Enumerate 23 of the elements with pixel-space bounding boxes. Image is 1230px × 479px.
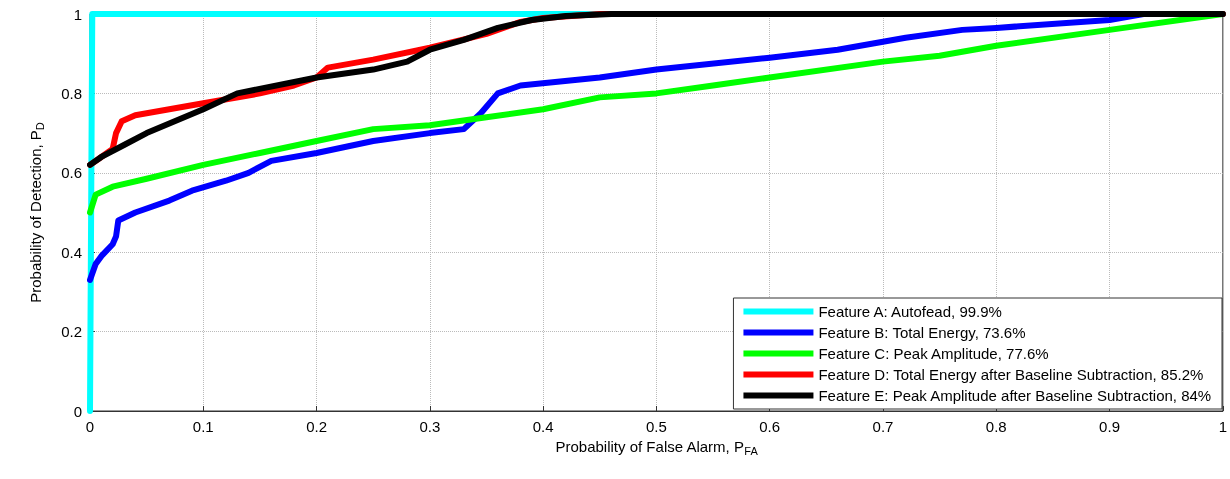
x-tick-label: 0.7	[872, 418, 894, 435]
y-tick-label: 0.4	[61, 243, 82, 261]
y-tick-label: 1	[73, 5, 82, 23]
x-tick-label: 0.4	[532, 418, 554, 435]
y-tick-label: 0	[73, 402, 82, 420]
x-tick-label: 0.9	[1099, 418, 1120, 435]
y-axis-title: Probability of Detection, PD	[27, 122, 46, 303]
y-tick-label: 0.8	[61, 84, 82, 102]
legend-label: Feature E: Peak Amplitude after Baseline Subtraction, 84%	[818, 387, 1212, 404]
x-tick-label: 1	[1218, 418, 1227, 435]
y-tick-label: 0.6	[61, 164, 82, 182]
y-tick-label: 0.2	[61, 323, 82, 341]
x-tick-label: 0.6	[759, 418, 781, 435]
legend-label: Feature D: Total Energy after Baseline Subtraction, 85.2%	[818, 366, 1204, 383]
legend-label: Feature A: Autofead, 99.9%	[818, 303, 1002, 320]
x-tick-label: 0.2	[306, 418, 327, 435]
x-tick-label: 0.1	[192, 418, 214, 435]
x-tick-label: 0	[85, 418, 95, 435]
x-tick-label: 0.3	[419, 418, 441, 435]
x-tick-label: 0.5	[645, 418, 667, 435]
legend-label: Feature C: Peak Amplitude, 77.6%	[818, 345, 1049, 362]
x-tick-label: 0.8	[985, 418, 1007, 435]
legend-label: Feature B: Total Energy, 73.6%	[818, 324, 1026, 341]
